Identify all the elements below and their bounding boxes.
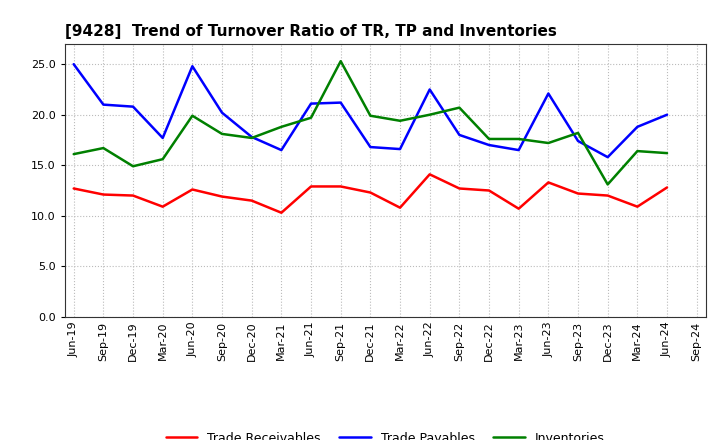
Trade Receivables	[544, 180, 553, 185]
Trade Payables	[485, 143, 493, 148]
Trade Receivables	[485, 188, 493, 193]
Trade Receivables	[217, 194, 226, 199]
Trade Receivables	[99, 192, 108, 197]
Trade Receivables	[633, 204, 642, 209]
Trade Payables	[277, 147, 286, 153]
Trade Receivables	[336, 184, 345, 189]
Trade Payables	[514, 147, 523, 153]
Trade Receivables	[248, 198, 256, 203]
Inventories	[544, 140, 553, 146]
Trade Receivables	[129, 193, 138, 198]
Trade Payables	[336, 100, 345, 105]
Trade Receivables	[662, 185, 671, 190]
Trade Receivables	[158, 204, 167, 209]
Trade Payables	[426, 87, 434, 92]
Trade Payables	[396, 147, 405, 152]
Inventories	[514, 136, 523, 142]
Inventories	[307, 115, 315, 121]
Trade Payables	[188, 64, 197, 69]
Inventories	[574, 130, 582, 136]
Trade Payables	[662, 112, 671, 117]
Trade Payables	[455, 132, 464, 138]
Trade Payables	[574, 138, 582, 143]
Trade Payables	[69, 62, 78, 67]
Trade Receivables	[603, 193, 612, 198]
Trade Receivables	[277, 210, 286, 215]
Inventories	[217, 131, 226, 136]
Trade Receivables	[69, 186, 78, 191]
Inventories	[336, 59, 345, 64]
Trade Receivables	[188, 187, 197, 192]
Inventories	[603, 182, 612, 187]
Inventories	[129, 164, 138, 169]
Trade Receivables	[426, 172, 434, 177]
Trade Receivables	[455, 186, 464, 191]
Trade Payables	[544, 91, 553, 96]
Trade Receivables	[574, 191, 582, 196]
Trade Payables	[307, 101, 315, 106]
Trade Receivables	[514, 206, 523, 211]
Inventories	[426, 112, 434, 117]
Trade Payables	[129, 104, 138, 109]
Inventories	[633, 148, 642, 154]
Inventories	[69, 151, 78, 157]
Inventories	[455, 105, 464, 110]
Trade Receivables	[396, 205, 405, 210]
Line: Trade Receivables: Trade Receivables	[73, 174, 667, 213]
Trade Payables	[366, 144, 374, 150]
Trade Receivables	[307, 184, 315, 189]
Trade Payables	[99, 102, 108, 107]
Inventories	[188, 113, 197, 118]
Trade Payables	[603, 154, 612, 160]
Inventories	[396, 118, 405, 124]
Inventories	[277, 124, 286, 129]
Trade Payables	[633, 124, 642, 129]
Inventories	[248, 136, 256, 141]
Line: Inventories: Inventories	[73, 61, 667, 184]
Inventories	[99, 146, 108, 151]
Inventories	[662, 150, 671, 156]
Trade Payables	[217, 110, 226, 115]
Trade Payables	[158, 136, 167, 141]
Text: [9428]  Trend of Turnover Ratio of TR, TP and Inventories: [9428] Trend of Turnover Ratio of TR, TP…	[65, 24, 557, 39]
Inventories	[366, 113, 374, 118]
Trade Receivables	[366, 190, 374, 195]
Legend: Trade Receivables, Trade Payables, Inventories: Trade Receivables, Trade Payables, Inven…	[161, 427, 610, 440]
Line: Trade Payables: Trade Payables	[73, 64, 667, 157]
Inventories	[485, 136, 493, 142]
Trade Payables	[248, 134, 256, 139]
Inventories	[158, 157, 167, 162]
